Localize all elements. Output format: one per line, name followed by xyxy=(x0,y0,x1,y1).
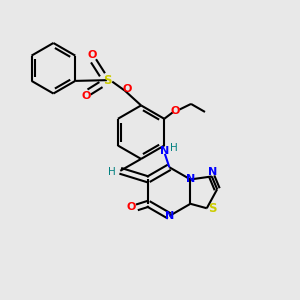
Text: N: N xyxy=(160,146,170,156)
Text: N: N xyxy=(208,167,217,177)
Text: O: O xyxy=(127,202,136,212)
Text: S: S xyxy=(103,74,111,87)
Text: N: N xyxy=(165,211,174,221)
Text: N: N xyxy=(186,174,195,184)
Text: O: O xyxy=(81,91,91,100)
Text: O: O xyxy=(171,106,180,116)
Text: O: O xyxy=(87,50,97,61)
Text: S: S xyxy=(208,202,216,215)
Text: H: H xyxy=(170,143,178,153)
Text: O: O xyxy=(122,84,132,94)
Text: H: H xyxy=(108,167,116,177)
